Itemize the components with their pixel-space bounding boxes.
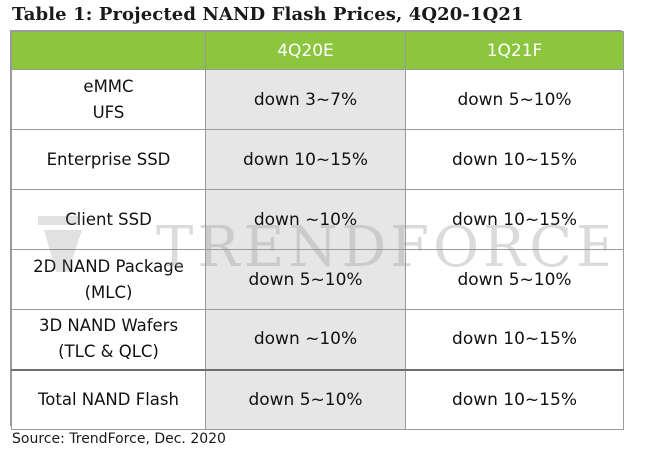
table-row: eMMC UFS down 3~7% down 5~10% xyxy=(11,69,624,130)
header-4q20e: 4Q20E xyxy=(205,31,406,70)
row-label-line: Total NAND Flash xyxy=(38,389,179,409)
row-label-enterprise-ssd: Enterprise SSD xyxy=(11,129,206,190)
table-row: 2D NAND Package (MLC) down 5~10% down 5~… xyxy=(11,249,624,310)
row-label-2d-nand-package: 2D NAND Package (MLC) xyxy=(11,249,206,310)
cell-4q20e: down 3~7% xyxy=(205,69,406,130)
row-label-emmc-ufs: eMMC UFS xyxy=(11,69,206,130)
table-header-row: 4Q20E 1Q21F xyxy=(11,31,624,70)
source-note: Source: TrendForce, Dec. 2020 xyxy=(12,431,226,447)
price-table-container: 4Q20E 1Q21F eMMC UFS down 3~7% down 5~10… xyxy=(10,30,624,430)
row-label-line: UFS xyxy=(92,102,125,122)
row-label-line: eMMC xyxy=(83,76,134,96)
row-label-line: (TLC & QLC) xyxy=(58,342,159,362)
cell-4q20e: down 10~15% xyxy=(205,129,406,190)
table-row: Enterprise SSD down 10~15% down 10~15% xyxy=(11,129,624,190)
header-corner-cell xyxy=(11,31,206,70)
nand-price-table: 4Q20E 1Q21F eMMC UFS down 3~7% down 5~10… xyxy=(11,31,624,430)
table-row: 3D NAND Wafers (TLC & QLC) down ~10% dow… xyxy=(11,309,624,370)
cell-1q21f: down 10~15% xyxy=(405,309,624,370)
table-row-total: Total NAND Flash down 5~10% down 10~15% xyxy=(11,368,624,430)
cell-4q20e: down ~10% xyxy=(205,189,406,250)
cell-4q20e: down 5~10% xyxy=(205,368,406,430)
row-label-line: 2D NAND Package xyxy=(33,256,184,276)
row-label-line: (MLC) xyxy=(84,282,133,302)
cell-1q21f: down 5~10% xyxy=(405,249,624,310)
row-label-line: 3D NAND Wafers xyxy=(38,316,179,336)
cell-4q20e: down 5~10% xyxy=(205,249,406,310)
row-label-3d-nand-wafers: 3D NAND Wafers (TLC & QLC) xyxy=(11,309,206,370)
row-label-total-nand-flash: Total NAND Flash xyxy=(11,368,206,430)
cell-4q20e: down ~10% xyxy=(205,309,406,370)
row-label-client-ssd: Client SSD xyxy=(11,189,206,250)
cell-1q21f: down 10~15% xyxy=(405,368,624,430)
cell-1q21f: down 10~15% xyxy=(405,129,624,190)
cell-1q21f: down 10~15% xyxy=(405,189,624,250)
row-label-line: Client SSD xyxy=(65,209,152,229)
cell-1q21f: down 5~10% xyxy=(405,69,624,130)
row-label-line: Enterprise SSD xyxy=(46,149,171,169)
header-1q21f: 1Q21F xyxy=(405,31,624,70)
table-row: Client SSD down ~10% down 10~15% xyxy=(11,189,624,250)
table-title: Table 1: Projected NAND Flash Prices, 4Q… xyxy=(12,4,524,25)
